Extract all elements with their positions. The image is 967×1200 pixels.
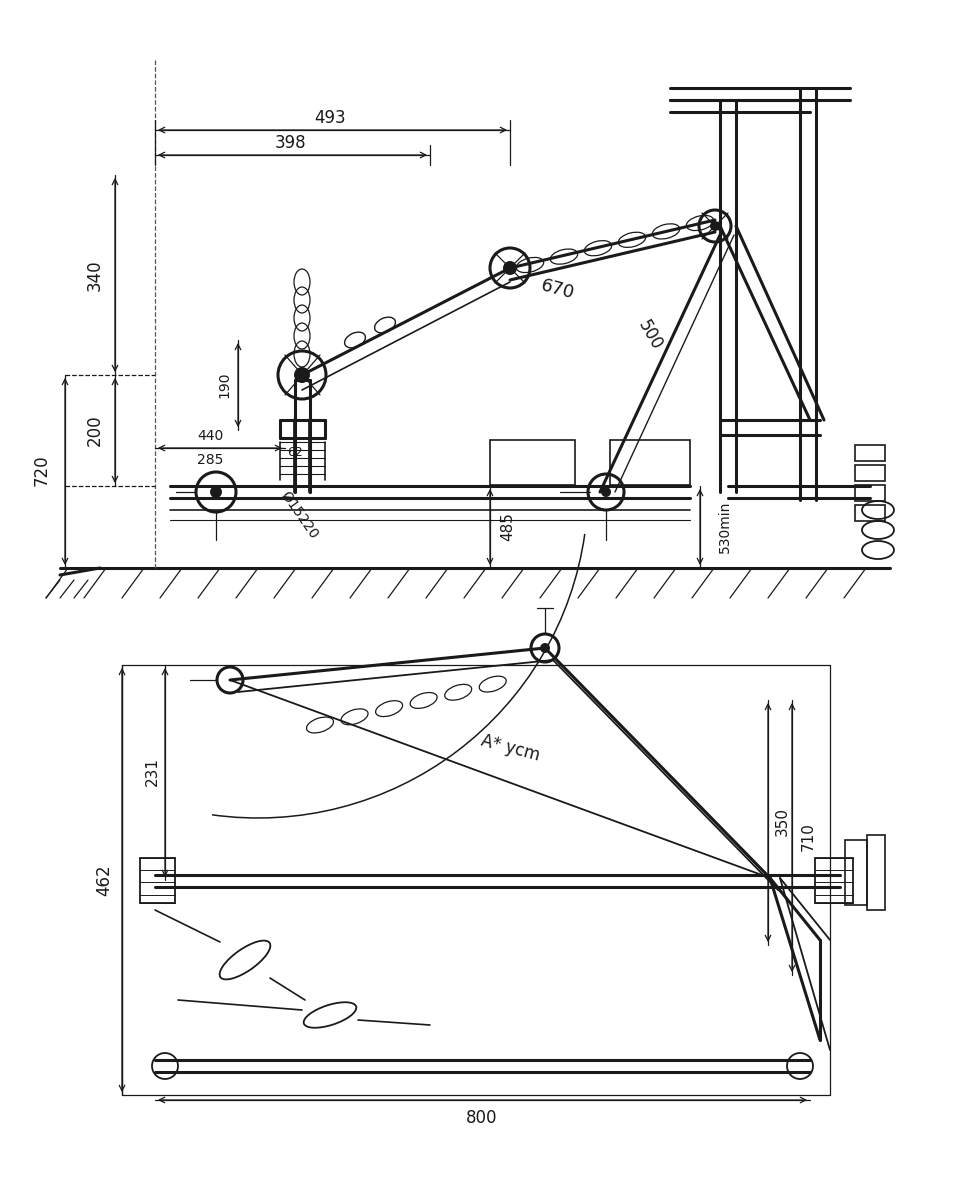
Text: 485: 485 xyxy=(501,512,515,541)
Text: 285: 285 xyxy=(197,452,223,467)
Text: 720: 720 xyxy=(33,454,51,486)
Text: 670: 670 xyxy=(540,277,576,304)
Text: 440: 440 xyxy=(197,428,223,443)
Text: 530min: 530min xyxy=(718,500,732,553)
Circle shape xyxy=(710,221,720,230)
Bar xyxy=(855,505,885,521)
Circle shape xyxy=(294,367,310,383)
Text: A* ycm: A* ycm xyxy=(479,732,542,764)
Bar xyxy=(855,485,885,502)
Text: 200: 200 xyxy=(86,414,104,446)
Text: Ø15220: Ø15220 xyxy=(278,488,321,541)
Text: 350: 350 xyxy=(775,808,789,836)
Circle shape xyxy=(601,487,611,497)
Circle shape xyxy=(503,260,517,275)
Circle shape xyxy=(540,643,550,653)
Bar xyxy=(855,445,885,461)
Bar xyxy=(845,840,867,905)
Text: 800: 800 xyxy=(466,1109,498,1127)
Bar xyxy=(867,835,885,910)
Bar xyxy=(815,858,853,902)
Circle shape xyxy=(210,486,222,498)
Text: 462: 462 xyxy=(95,864,113,896)
Bar xyxy=(140,858,175,902)
Text: 231: 231 xyxy=(144,757,160,786)
Text: 500: 500 xyxy=(634,317,665,353)
Text: 398: 398 xyxy=(275,134,306,152)
Text: 190: 190 xyxy=(217,372,231,398)
Text: 493: 493 xyxy=(314,109,346,127)
Text: 62: 62 xyxy=(287,446,303,460)
Bar xyxy=(855,464,885,481)
Bar xyxy=(610,440,690,485)
Bar xyxy=(490,440,575,485)
Text: 340: 340 xyxy=(86,259,104,290)
Text: 710: 710 xyxy=(801,822,815,852)
